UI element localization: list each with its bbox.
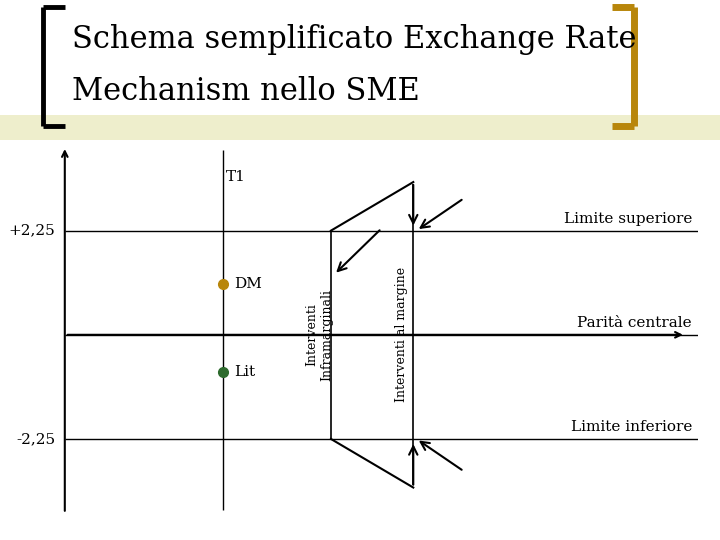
Text: Interventi
Inframarginali: Interventi Inframarginali	[305, 289, 333, 381]
Text: Schema semplificato Exchange Rate: Schema semplificato Exchange Rate	[72, 24, 636, 55]
Text: +2,25: +2,25	[9, 224, 55, 238]
Text: DM: DM	[235, 277, 263, 291]
Text: Interventi al margine: Interventi al margine	[395, 267, 408, 402]
Text: Mechanism nello SME: Mechanism nello SME	[72, 76, 420, 107]
Text: Limite superiore: Limite superiore	[564, 212, 692, 226]
Text: Lit: Lit	[235, 365, 256, 379]
Text: -2,25: -2,25	[16, 432, 55, 446]
FancyBboxPatch shape	[0, 115, 720, 140]
Text: Limite inferiore: Limite inferiore	[571, 420, 692, 434]
Text: Parità centrale: Parità centrale	[577, 316, 692, 330]
Text: T1: T1	[226, 170, 246, 184]
